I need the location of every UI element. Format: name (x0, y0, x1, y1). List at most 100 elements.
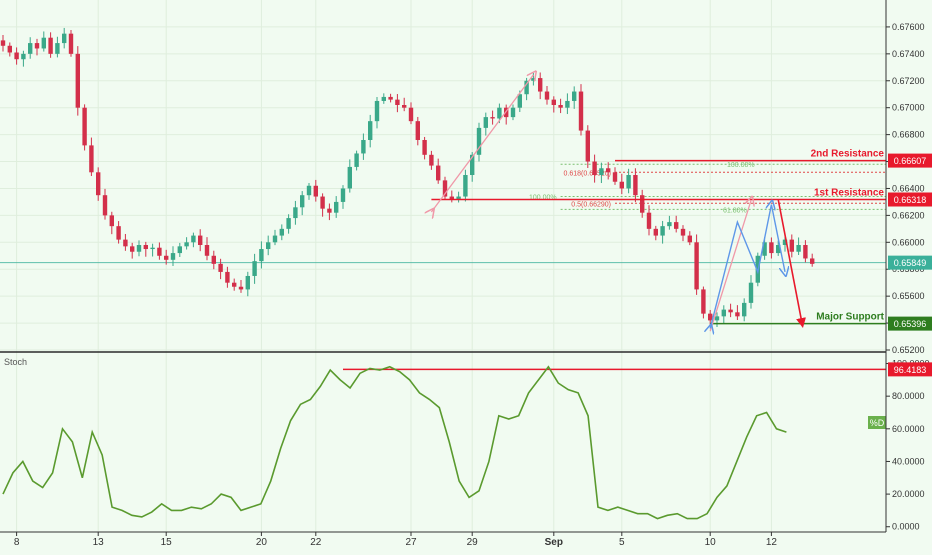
candle-body (41, 37, 46, 49)
candle-body (701, 289, 706, 314)
candle (34, 38, 40, 56)
candle (646, 205, 652, 236)
candle (619, 173, 624, 195)
candle (544, 86, 550, 105)
time-tick-label: 12 (766, 537, 778, 548)
candle-body (612, 172, 618, 182)
candle (245, 271, 250, 297)
candle-body (28, 43, 33, 54)
candle (68, 30, 74, 57)
level-price-tag (888, 153, 932, 168)
candle (14, 47, 19, 65)
candle-body (306, 185, 312, 196)
fib-label: 100.00% (727, 162, 755, 169)
candle (402, 97, 407, 112)
candle (374, 97, 380, 129)
candle (89, 137, 94, 177)
candle (184, 237, 189, 250)
candle-body (782, 239, 788, 245)
candle-body (653, 228, 658, 236)
candle (667, 215, 672, 230)
time-tick-label: 27 (405, 537, 417, 548)
candle (687, 231, 692, 246)
candle-body (714, 316, 720, 321)
candle (565, 93, 570, 115)
level-price-tag-label: 0.66607 (894, 156, 927, 166)
candle (313, 179, 318, 202)
current-price-tag-label: 0.65849 (894, 258, 927, 268)
axis-tags: 0.66607 0.66318 0.65396 0.65849 96.4183 (888, 153, 932, 377)
candle-body (388, 96, 393, 100)
time-tick-label: Sep (545, 537, 563, 548)
price-pane[interactable]: 0.618(0.66520) 0.5(0.66290) 100.00% 100.00%… (0, 27, 886, 331)
price-tick-label: 0.66800 (892, 130, 925, 140)
candle-body (789, 239, 794, 252)
candle-body (347, 166, 352, 189)
stoch-tick-label: 40.0000 (892, 456, 925, 466)
candle-body (544, 91, 550, 100)
candle (252, 253, 257, 284)
level-label: 1st Resistance (814, 188, 884, 199)
candle-body (170, 253, 176, 260)
candle (789, 234, 794, 258)
candle (395, 94, 400, 113)
stoch-d-line (2, 365, 787, 520)
candle (803, 240, 808, 263)
time-tick-label: 13 (93, 537, 105, 548)
candle-body (157, 247, 162, 256)
candle (28, 37, 33, 59)
level-price-tag-label: 0.66318 (894, 195, 927, 205)
candle-body (279, 228, 284, 236)
candle-body (286, 218, 291, 229)
candle-body (408, 107, 414, 122)
candle-body (300, 195, 305, 208)
level-price-tag (888, 192, 932, 207)
candle-body (75, 53, 80, 108)
candle-body (259, 249, 264, 262)
candle (415, 116, 420, 146)
candle (0, 35, 6, 52)
candle (354, 150, 359, 171)
candle-body (463, 175, 468, 197)
candle (143, 241, 148, 257)
stoch-pane[interactable]: Stoch %D (2, 357, 886, 520)
candle-body (429, 154, 434, 166)
candle (810, 253, 815, 267)
stoch-d-tag: %D (868, 416, 886, 429)
candle-body (68, 33, 74, 54)
candle (75, 46, 80, 116)
candle (62, 27, 67, 49)
candle-body (21, 53, 26, 60)
candle (293, 200, 298, 225)
price-tick-label: 0.67200 (892, 76, 925, 86)
candle-body (572, 91, 577, 101)
blue-pattern-arrow (710, 205, 771, 329)
price-tick-label: 0.67000 (892, 103, 925, 113)
candle-body (123, 239, 128, 247)
price-tick-label: 0.67600 (892, 22, 925, 32)
candle (796, 237, 801, 255)
candle-body (776, 245, 781, 254)
time-axis[interactable]: 8 13 15 20 22 27 29 Sep 5 10 12 (14, 532, 778, 548)
candle (592, 154, 597, 183)
candle-body (436, 165, 441, 181)
price-tick-label: 0.66000 (892, 237, 925, 247)
time-tick-label: 22 (310, 537, 322, 548)
candle (259, 241, 264, 269)
candle (578, 84, 584, 136)
candle-body (578, 91, 584, 131)
candle-body (395, 99, 400, 105)
candle (157, 242, 162, 260)
candle (266, 235, 271, 256)
candle (96, 167, 101, 201)
candle-body (14, 52, 19, 60)
candle-body (143, 245, 148, 250)
price-tick-label: 0.66400 (892, 183, 925, 193)
stoch-d-tag-label: %D (870, 418, 885, 428)
candle-body (89, 145, 94, 173)
candle (660, 220, 665, 244)
price-tick-label: 0.66200 (892, 210, 925, 220)
candle-body (483, 117, 488, 128)
